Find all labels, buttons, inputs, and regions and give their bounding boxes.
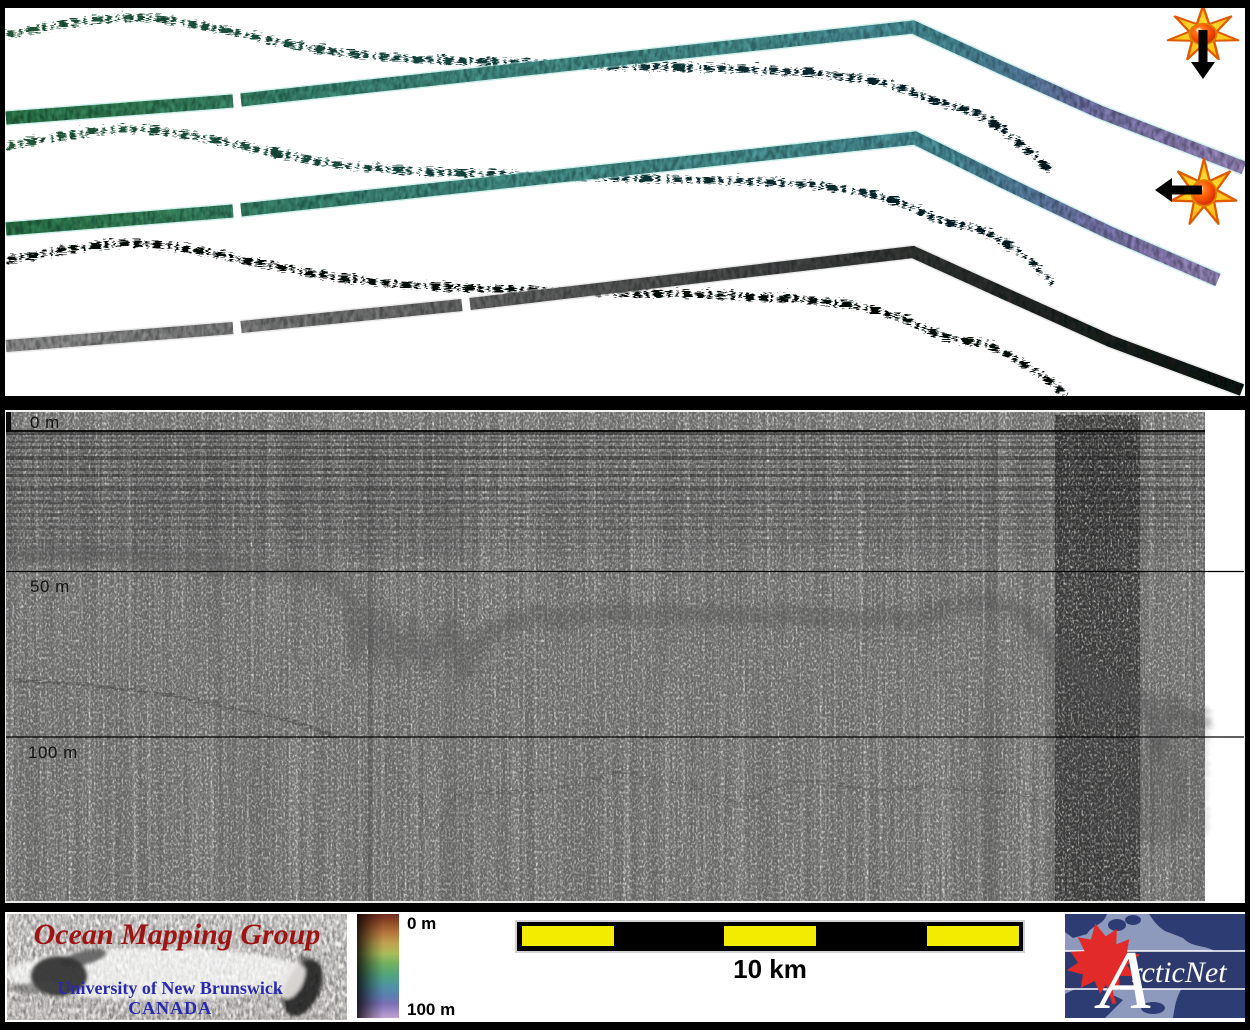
swath-ribbon-3 (5, 245, 1245, 396)
subsurface-scatter (1040, 640, 1205, 847)
arcticnet-initial: A (1094, 934, 1151, 1018)
sun-left-arrow-icon (1155, 157, 1238, 225)
depth-label-0m: 0 m (30, 413, 60, 432)
depth-gridlines (6, 430, 1244, 738)
omg-logo-art (7, 914, 347, 1020)
omg-country: CANADA (128, 998, 213, 1018)
swath-ribbons (5, 18, 1245, 396)
depth-label-50m: 50 m (30, 577, 70, 596)
ocean-mapping-group-logo: Ocean Mapping Group University of New Br… (7, 914, 347, 1020)
arcticnet-logo-art: A rcticNet (1065, 914, 1245, 1018)
down-arrow (1191, 30, 1215, 79)
arcticnet-logo: A rcticNet (1065, 914, 1245, 1018)
map-scale-bar (515, 920, 1025, 953)
scale-bar-label: 10 km (733, 954, 807, 984)
scale-segment-yellow-2 (724, 926, 816, 946)
survey-track-map (5, 8, 1245, 396)
scale-segment-yellow-1 (522, 926, 614, 946)
seafloor-multiple-echo (6, 678, 1040, 838)
scale-segment-yellow-3 (927, 926, 1019, 946)
track-map-svg (5, 8, 1245, 396)
omg-university: University of New Brunswick (57, 978, 283, 998)
swath-ribbon-1 (5, 20, 1245, 175)
depth-colorbar (357, 914, 399, 1018)
sonar-shadow-left (11, 949, 107, 996)
footer-bar: Ocean Mapping Group University of New Br… (5, 912, 1245, 1022)
vertical-streak-noise (6, 412, 1205, 901)
sonar-shadow-right (280, 956, 323, 1017)
arcticnet-wordmark: rcticNet (1131, 956, 1227, 989)
omg-title: Ocean Mapping Group (33, 918, 321, 951)
subbottom-profile-echogram: 0 m 50 m 100 m (5, 410, 1245, 903)
swath-ribbon-2 (5, 131, 1221, 286)
echogram-svg (5, 410, 1245, 903)
echogram-right-blank (1205, 410, 1244, 903)
colorbar-label-100m: 100 m (407, 1000, 456, 1019)
sun-down-arrow-icon (1166, 8, 1240, 79)
left-arrow (1155, 178, 1202, 202)
trackline-3 (5, 237, 1066, 396)
depth-label-100m: 100 m (28, 743, 78, 762)
colorbar-label-0m: 0 m (407, 914, 437, 933)
maple-leaf-icon (1066, 923, 1141, 1005)
